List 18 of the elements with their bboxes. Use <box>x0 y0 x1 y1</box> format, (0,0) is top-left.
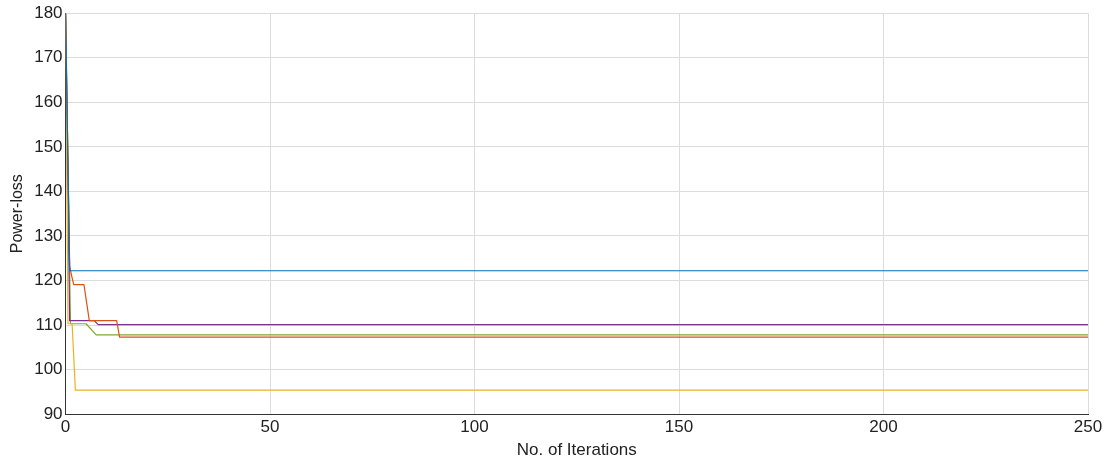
y-tick-label: 90 <box>43 403 63 423</box>
x-tick-label: 0 <box>60 417 71 437</box>
x-tick-label: 200 <box>869 417 898 437</box>
y-tick-label: 180 <box>34 2 63 22</box>
x-tick-label: 50 <box>260 417 280 437</box>
x-tick-label: 100 <box>460 417 489 437</box>
y-tick-label: 120 <box>34 270 63 290</box>
x-tick-label: 250 <box>1073 417 1103 437</box>
y-tick-label: 160 <box>34 92 63 111</box>
y-tick-label: 100 <box>34 359 63 379</box>
y-axis-title: Power-loss <box>8 174 26 254</box>
y-tick-label: 110 <box>35 314 63 334</box>
x-axis-title: No. of Iterations <box>516 440 637 460</box>
y-tick-label: 170 <box>34 47 63 67</box>
x-tick-label: 150 <box>664 417 694 437</box>
y-tick-label: 130 <box>34 225 63 245</box>
y-tick-label: 150 <box>34 136 63 156</box>
y-tick-label: 140 <box>34 181 63 201</box>
